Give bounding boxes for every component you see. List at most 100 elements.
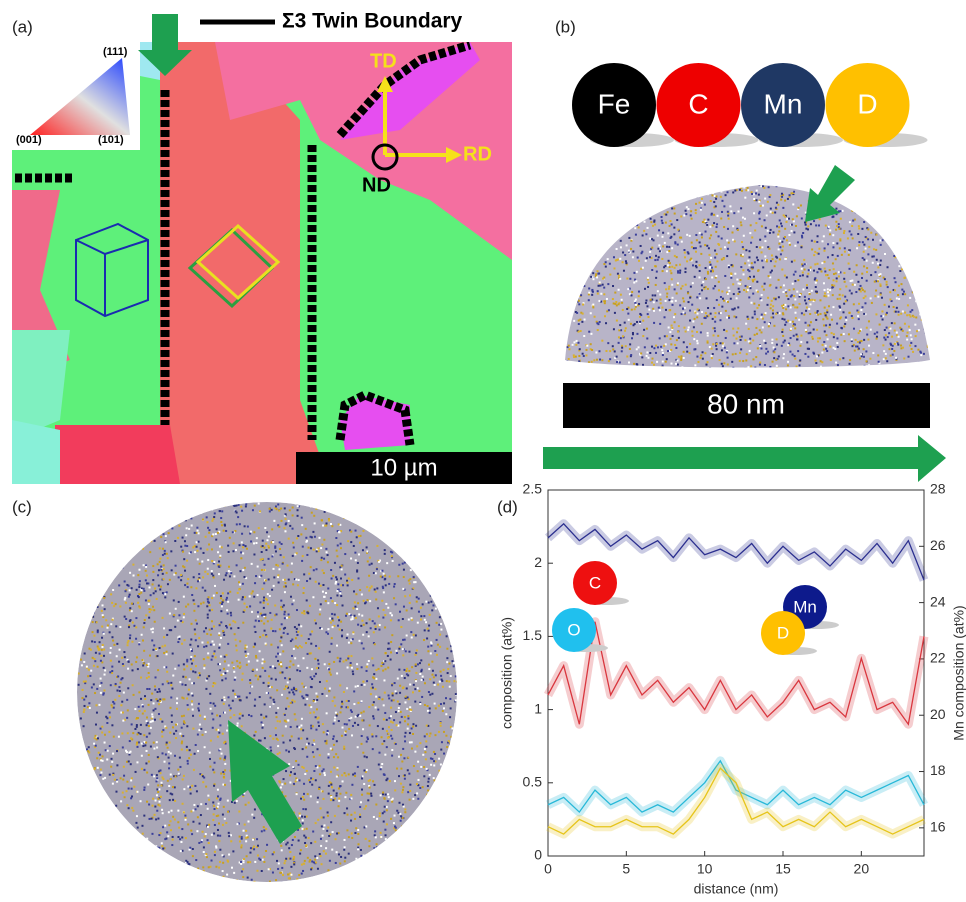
atom-dot (567, 288, 570, 291)
atom-dot (321, 692, 324, 695)
atom-dot (775, 312, 778, 315)
atom-dot (262, 601, 265, 604)
atom-dot (368, 556, 371, 559)
atom-dot (646, 278, 649, 281)
atom-dot (295, 627, 298, 630)
atom-dot (270, 677, 273, 680)
atom-dot (927, 299, 930, 302)
atom-dot (322, 524, 325, 527)
atom-dot (577, 319, 580, 322)
atom-dot (192, 599, 195, 602)
atom-dot (699, 331, 702, 334)
atom-dot (782, 357, 785, 360)
atom-dot (283, 527, 286, 530)
atom-dot (403, 839, 406, 842)
atom-dot (432, 604, 435, 607)
atom-dot (900, 347, 903, 350)
atom-dot (642, 204, 645, 207)
atom-dot (403, 757, 406, 760)
atom-dot (396, 809, 399, 812)
atom-dot (131, 621, 134, 624)
atom-dot (677, 270, 680, 273)
atom-dot (671, 327, 674, 330)
atom-dot (183, 540, 186, 543)
atom-dot (712, 327, 715, 330)
atom-dot (169, 820, 172, 823)
atom-dot (198, 573, 201, 576)
atom-dot (381, 812, 384, 815)
atom-dot (830, 313, 833, 316)
atom-dot (809, 299, 812, 302)
atom-dot (439, 585, 442, 588)
atom-dot (582, 369, 584, 371)
atom-dot (650, 221, 653, 224)
atom-dot (448, 680, 451, 683)
atom-dot (719, 312, 722, 315)
atom-dot (345, 706, 348, 709)
atom-dot (245, 655, 248, 658)
atom-dot (127, 667, 130, 670)
atom-dot (655, 270, 658, 273)
atom-dot (288, 509, 291, 512)
atom-dot (448, 685, 451, 688)
atom-dot (391, 737, 394, 740)
atom-dot (623, 195, 626, 198)
atom-dot (315, 507, 318, 510)
atom-dot (309, 505, 312, 508)
atom-dot (914, 220, 917, 223)
atom-dot (85, 603, 88, 606)
atom-dot (743, 368, 745, 370)
atom-dot (237, 598, 240, 601)
atom-dot (739, 254, 742, 257)
atom-dot (311, 743, 314, 746)
atom-dot (810, 239, 813, 242)
atom-dot (694, 311, 697, 314)
atom-dot (812, 367, 815, 368)
atom-dot (677, 181, 679, 183)
atom-dot (387, 865, 390, 868)
atom-dot (375, 598, 378, 601)
atom-dot (136, 826, 139, 829)
atom-dot (819, 360, 822, 363)
atom-dot (886, 266, 889, 269)
atom-dot (735, 316, 738, 319)
atom-dot (634, 303, 637, 306)
atom-dot (680, 236, 683, 239)
atom-dot (724, 194, 727, 197)
atom-dot (799, 204, 802, 207)
atom-dot (893, 310, 896, 313)
atom-dot (429, 790, 432, 793)
panel-label: (c) (12, 497, 32, 516)
atom-dot (261, 666, 264, 669)
atom-dot (212, 702, 215, 705)
atom-dot (215, 528, 218, 531)
atom-dot (836, 297, 839, 300)
atom-dot (104, 868, 107, 871)
atom-dot (89, 787, 92, 790)
atom-dot (170, 569, 173, 572)
atom-dot (438, 769, 441, 772)
atom-dot (594, 192, 597, 195)
atom-dot (754, 370, 756, 372)
atom-dot (667, 232, 670, 235)
atom-dot (832, 268, 835, 271)
atom-dot (423, 735, 426, 738)
atom-dot (723, 328, 726, 331)
atom-dot (668, 266, 671, 269)
atom-dot (752, 275, 755, 278)
atom-dot (696, 330, 699, 333)
atom-dot (870, 215, 873, 218)
atom-dot (179, 503, 182, 506)
atom-dot (450, 864, 453, 867)
atom-dot (96, 631, 99, 634)
atom-dot (124, 749, 127, 752)
atom-dot (780, 344, 783, 347)
atom-dot (893, 238, 896, 241)
atom-dot (770, 254, 773, 257)
atom-dot (745, 290, 748, 293)
atom-dot (621, 344, 624, 347)
atom-dot (193, 803, 196, 806)
atom-dot (647, 196, 650, 199)
atom-dot (141, 877, 144, 880)
atom-dot (452, 766, 455, 769)
